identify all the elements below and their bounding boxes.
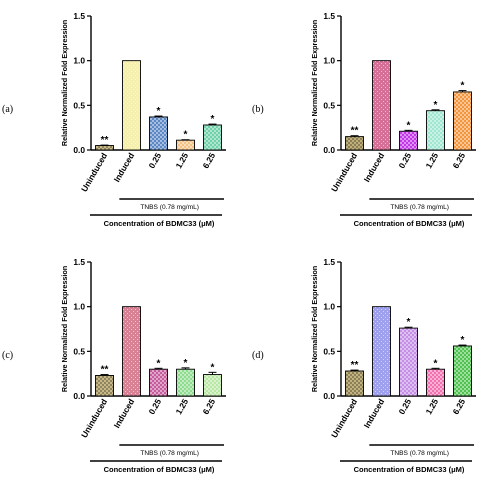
y-tick-label: 0.5 (323, 100, 335, 110)
significance-marker: ** (101, 365, 109, 376)
treatment-label: TNBS (0.78 mg/mL) (390, 204, 449, 211)
x-tick-label: Induced (362, 397, 387, 430)
y-tick-label: 0.0 (73, 391, 85, 401)
x-tick-label: 1.25 (423, 151, 440, 170)
y-axis-label: Relative Normalized Fold Expression (60, 266, 69, 392)
significance-marker: * (157, 358, 161, 369)
significance-marker: * (461, 335, 465, 346)
significance-marker: * (434, 100, 438, 111)
y-tick-label: 0.0 (323, 391, 335, 401)
bar (345, 136, 364, 151)
x-axis-label: Concentration of BDMC33 (μM) (354, 219, 465, 228)
bar (149, 116, 168, 151)
significance-marker: * (184, 358, 188, 369)
y-tick-label: 1.0 (73, 56, 85, 66)
x-tick-label: 6.25 (450, 151, 467, 170)
x-tick-label: 6.25 (450, 397, 467, 416)
x-tick-label: Induced (362, 151, 387, 184)
y-tick-label: 1.5 (323, 257, 335, 267)
chart-panel: Relative Normalized Fold Expression 0.0 0.… (310, 257, 476, 474)
bar (176, 139, 195, 151)
significance-marker: * (461, 81, 465, 92)
x-axis-label: Concentration of BDMC33 (μM) (104, 465, 215, 474)
x-tick-label: 0.25 (396, 151, 413, 170)
x-tick-label: Induced (112, 151, 137, 184)
x-axis-label: Concentration of BDMC33 (μM) (104, 219, 215, 228)
x-tick-label: Induced (112, 397, 137, 430)
x-tick-label: 0.25 (146, 151, 163, 170)
bar (399, 130, 418, 151)
y-tick-label: 1.5 (323, 11, 335, 21)
treatment-label: TNBS (0.78 mg/mL) (140, 450, 199, 457)
significance-marker: * (211, 362, 215, 373)
significance-marker: * (407, 317, 411, 328)
bar (372, 60, 391, 151)
bar (399, 327, 418, 397)
x-tick-label: Uninduced (79, 151, 109, 193)
y-tick-label: 0.5 (323, 346, 335, 356)
y-tick-label: 0.0 (323, 145, 335, 155)
significance-marker: * (211, 114, 215, 125)
bar (426, 110, 445, 151)
chart-panel: Relative Normalized Fold Expression 0.0 0.… (60, 11, 226, 228)
y-axis-label: Relative Normalized Fold Expression (310, 20, 319, 146)
treatment-label: TNBS (0.78 mg/mL) (390, 450, 449, 457)
treatment-label: TNBS (0.78 mg/mL) (140, 204, 199, 211)
bar (203, 124, 222, 151)
x-tick-label: 1.25 (173, 151, 190, 170)
y-tick-label: 0.0 (73, 145, 85, 155)
panel-letter: (d) (252, 350, 264, 361)
panel-letter: (c) (2, 350, 13, 361)
bar (345, 370, 364, 397)
significance-marker: * (157, 106, 161, 117)
x-tick-label: 0.25 (146, 397, 163, 416)
chart-panel: Relative Normalized Fold Expression 0.0 0.… (310, 11, 476, 228)
significance-marker: * (434, 358, 438, 369)
significance-marker: * (407, 120, 411, 131)
y-tick-label: 1.0 (73, 302, 85, 312)
x-tick-label: 6.25 (200, 151, 217, 170)
bar (372, 306, 391, 397)
x-tick-label: 1.25 (423, 397, 440, 416)
y-tick-label: 0.5 (73, 100, 85, 110)
bar (453, 345, 472, 397)
bar (426, 368, 445, 397)
significance-marker: ** (351, 126, 359, 137)
y-axis-label: Relative Normalized Fold Expression (310, 266, 319, 392)
significance-marker: ** (351, 360, 359, 371)
x-tick-label: Uninduced (79, 397, 109, 439)
significance-marker: ** (101, 135, 109, 146)
x-axis-label: Concentration of BDMC33 (μM) (354, 465, 465, 474)
y-tick-label: 1.5 (73, 257, 85, 267)
y-tick-label: 0.5 (73, 346, 85, 356)
panel-letter: (a) (2, 104, 13, 115)
chart-panel: Relative Normalized Fold Expression 0.0 0.… (60, 257, 226, 474)
bar (149, 368, 168, 397)
bar (95, 145, 114, 151)
x-tick-label: 0.25 (396, 397, 413, 416)
bar (95, 375, 114, 397)
x-tick-label: Uninduced (329, 151, 359, 193)
x-tick-label: 6.25 (200, 397, 217, 416)
y-tick-label: 1.0 (323, 302, 335, 312)
bar (453, 91, 472, 151)
bar (122, 60, 141, 151)
y-axis-label: Relative Normalized Fold Expression (60, 20, 69, 146)
bar (176, 368, 195, 397)
y-tick-label: 1.0 (323, 56, 335, 66)
bar (203, 374, 222, 397)
x-tick-label: Uninduced (329, 397, 359, 439)
x-tick-label: 1.25 (173, 397, 190, 416)
bar (122, 306, 141, 397)
panel-letter: (b) (252, 104, 264, 115)
significance-marker: * (184, 130, 188, 141)
y-tick-label: 1.5 (73, 11, 85, 21)
